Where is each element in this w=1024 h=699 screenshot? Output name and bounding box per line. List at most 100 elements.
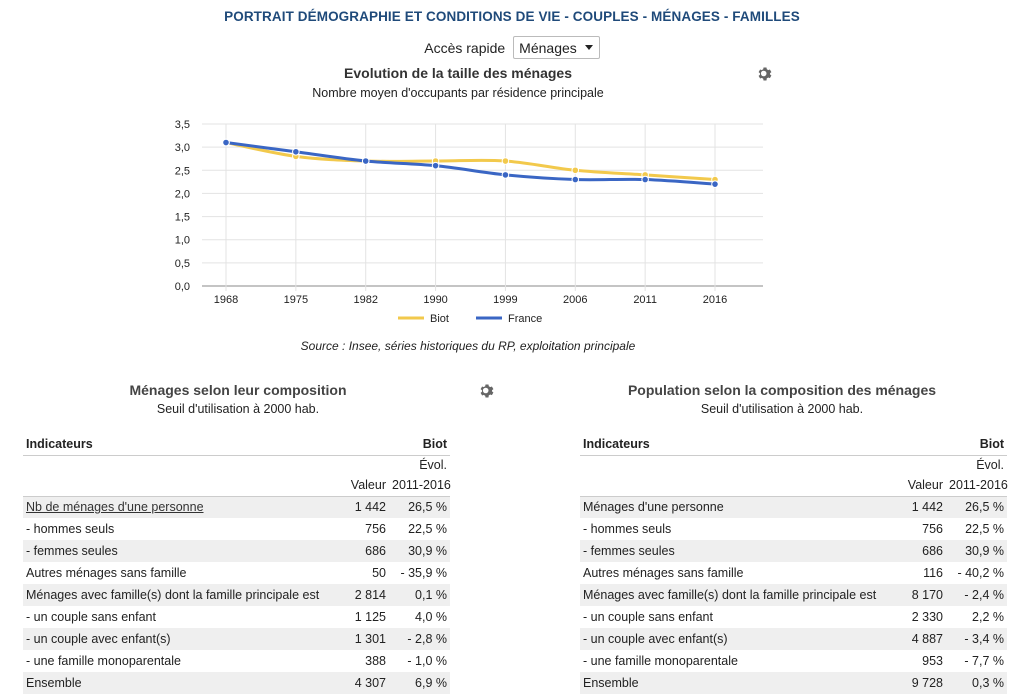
row-value: 953 [922, 654, 943, 668]
chart-gear-icon[interactable] [757, 66, 773, 82]
table-subheader-row: Évol. [23, 455, 450, 474]
row-value: 116 [923, 566, 943, 580]
data-point-france [501, 171, 510, 179]
row-evol: 0,1 % [389, 584, 450, 606]
row-evol: 0,3 % [946, 672, 1007, 694]
table-row: - femmes seules 686 30,9 % [580, 540, 1007, 562]
row-evol: 30,9 % [389, 540, 450, 562]
table-row: Ensemble 9 728 0,3 % [580, 672, 1007, 694]
row-label: - hommes seuls [583, 522, 672, 536]
legend-label-biot: Biot [430, 313, 449, 325]
table-row: Autres ménages sans famille 116 - 40,2 % [580, 562, 1007, 584]
x-tick-label: 1999 [493, 294, 517, 306]
row-evol: - 35,9 % [400, 566, 447, 580]
data-point-france [292, 147, 300, 156]
row-label: - une famille monoparentale [583, 654, 738, 668]
row-value: 1 442 [337, 496, 389, 518]
row-evol: - 1,0 % [407, 654, 447, 668]
data-point-france [641, 175, 649, 184]
table-row: Ensemble 4 307 6,9 % [23, 672, 450, 694]
row-value: 2 814 [337, 584, 389, 606]
series-line-france [225, 141, 716, 186]
table-row: - femmes seules 686 30,9 % [23, 540, 450, 562]
row-value: 1 442 [894, 496, 946, 518]
data-point-biot [571, 166, 580, 175]
table-row: Ménages avec famille(s) dont la famille … [580, 584, 1007, 606]
left-composition-table: Indicateurs Biot Évol. Valeur 2011-2016 Nb de… [23, 433, 451, 694]
table-row: - hommes seuls 756 22,5 % [23, 518, 450, 540]
row-evol: - 2,8 % [389, 628, 450, 650]
table-row: Nb de ménages d'une personne 1 442 26,5 % [23, 496, 450, 518]
x-tick-label: 2006 [563, 294, 587, 306]
table-row: - un couple avec enfant(s) 1 301- 2,8 % [23, 628, 450, 650]
row-evol: - 7,7 % [964, 654, 1004, 668]
row-label: Ensemble [23, 672, 337, 694]
y-tick-label: 1,0 [175, 235, 190, 247]
line-chart: 0,0 0,5 1,0 1,5 2,0 2,5 3,0 3,5 1968 1975 1982 1990… [175, 119, 763, 325]
row-label: - femmes seules [23, 540, 337, 562]
table-header-row: Indicateurs Biot [580, 433, 1007, 456]
left-table-title: Ménages selon leur composition [129, 382, 347, 398]
indicator-header: Indicateurs [580, 433, 894, 456]
table-row: - hommes seuls 756 22,5 % [580, 518, 1007, 540]
x-tick-label: 2011 [633, 294, 657, 306]
data-point-france [361, 157, 370, 165]
data-point-france [711, 180, 719, 188]
evol-header-1: Évol. [419, 457, 447, 472]
blank-cell [580, 455, 894, 474]
x-tick-label: 1982 [353, 294, 377, 306]
row-label: Autres ménages sans famille [26, 566, 187, 580]
indicator-header: Indicateurs [23, 433, 337, 456]
table-row: - une famille monoparentale 953 - 7,7 % [580, 650, 1007, 672]
row-value: 9 728 [894, 672, 946, 694]
row-label: - femmes seules [580, 540, 894, 562]
quick-access-selected: Ménages [519, 39, 577, 56]
row-evol: - 40,2 % [957, 566, 1004, 580]
row-label: Ménages d'une personne [580, 496, 894, 518]
row-label: - une famille monoparentale [26, 654, 181, 668]
blank-cell [337, 455, 389, 474]
row-value: 1 125 [354, 610, 386, 624]
table-header-row: Indicateurs Biot [23, 433, 450, 456]
data-point-france [571, 175, 580, 184]
row-evol: 22,5 % [965, 522, 1004, 536]
table-row: Autres ménages sans famille 50 - 35,9 % [23, 562, 450, 584]
right-table-subtitle: Seuil d'utilisation à 2000 hab. [700, 402, 864, 416]
chart-title: Evolution de la taille des ménages [344, 65, 572, 81]
row-evol: 22,5 % [408, 522, 447, 536]
row-value: 4 887 [894, 628, 946, 650]
quick-access-select[interactable]: Ménages [513, 36, 600, 59]
row-evol: - 2,4 % [946, 584, 1007, 606]
evol-header-1: Évol. [976, 457, 1004, 472]
blank-cell [894, 455, 946, 474]
right-table-title: Population selon la composition des ména… [627, 382, 937, 398]
row-evol: 30,9 % [946, 540, 1007, 562]
table-subheader-row: Évol. [580, 455, 1007, 474]
data-point-france [222, 138, 230, 147]
table-row: - un couple sans enfant 1 125 4,0 % [23, 606, 450, 628]
table-row: Ménages avec famille(s) dont la famille … [23, 584, 450, 606]
row-evol: 26,5 % [946, 496, 1007, 518]
row-value: 2 330 [911, 610, 943, 624]
caret-down-icon [584, 45, 593, 50]
y-tick-label: 0,5 [175, 258, 190, 270]
x-tick-label: 1975 [284, 294, 308, 306]
chart-subtitle: Nombre moyen d'occupants par résidence p… [312, 86, 604, 100]
table-row: - un couple sans enfant 2 330 2,2 % [580, 606, 1007, 628]
row-evol: 4,0 % [415, 610, 447, 624]
row-label[interactable]: Nb de ménages d'une personne [23, 496, 337, 518]
quick-access-label: Accès rapide [424, 39, 506, 56]
blank-cell [23, 455, 337, 474]
table-row: - une famille monoparentale 388 - 1,0 % [23, 650, 450, 672]
page-title: PORTRAIT DÉMOGRAPHIE ET CONDITIONS DE VI… [224, 9, 800, 24]
row-value: 8 170 [894, 584, 946, 606]
y-tick-label: 3,5 [175, 119, 190, 131]
row-label: - un couple avec enfant(s) [580, 628, 894, 650]
place-header: Biot [946, 433, 1007, 456]
row-label: - un couple sans enfant [583, 610, 713, 624]
row-value: 1 301 [337, 628, 389, 650]
empty-header [337, 433, 389, 456]
y-tick-label: 3,0 [175, 142, 190, 154]
row-label: - hommes seuls [26, 522, 115, 536]
table-gear-icon[interactable] [479, 383, 495, 399]
